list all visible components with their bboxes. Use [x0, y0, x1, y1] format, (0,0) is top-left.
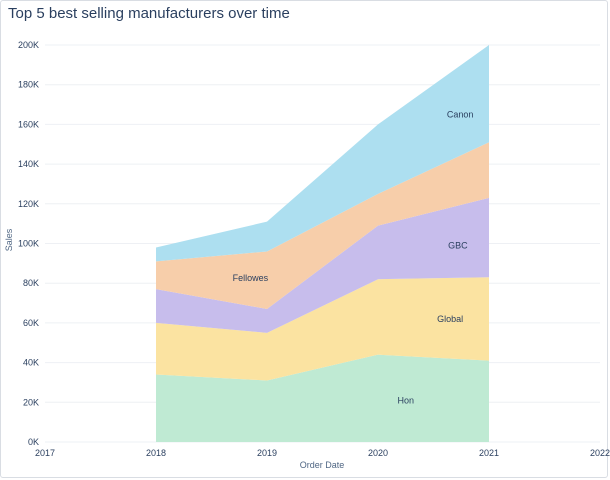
- y-tick-label: 180K: [18, 80, 39, 90]
- x-tick-label: 2017: [35, 448, 55, 458]
- x-axis-title: Order Date: [300, 460, 345, 470]
- chart-title: Top 5 best selling manufacturers over ti…: [8, 5, 290, 22]
- y-tick-label: 0K: [28, 437, 39, 447]
- area-fellowes[interactable]: [156, 142, 489, 310]
- series-label-fellowes: Fellowes: [233, 273, 269, 283]
- area-global[interactable]: [156, 277, 489, 381]
- y-tick-label: 60K: [23, 318, 39, 328]
- y-tick-label: 140K: [18, 159, 39, 169]
- x-tick-label: 2018: [146, 448, 166, 458]
- y-tick-label: 120K: [18, 199, 39, 209]
- x-tick-label: 2020: [368, 448, 388, 458]
- series-label-global: Global: [437, 314, 463, 324]
- y-tick-label: 100K: [18, 239, 39, 249]
- y-tick-label: 80K: [23, 278, 39, 288]
- area-canon[interactable]: [156, 45, 489, 262]
- areas: [156, 45, 489, 442]
- series-label-gbc: GBC: [448, 240, 468, 250]
- y-tick-label: 160K: [18, 119, 39, 129]
- x-tick-label: 2019: [257, 448, 277, 458]
- y-tick-label: 200K: [18, 40, 39, 50]
- series-labels: Hon Global GBC Fellowes Canon: [233, 109, 474, 405]
- x-axis-ticks: 2017 2018 2019 2020 2021 2022: [35, 448, 610, 458]
- x-tick-label: 2021: [479, 448, 499, 458]
- series-label-canon: Canon: [447, 109, 474, 119]
- y-tick-label: 40K: [23, 358, 39, 368]
- series-label-hon: Hon: [397, 395, 414, 405]
- x-tick-label: 2022: [590, 448, 610, 458]
- y-axis-title: Sales: [4, 228, 14, 251]
- y-tick-label: 20K: [23, 397, 39, 407]
- area-gbc[interactable]: [156, 197, 489, 333]
- y-axis-ticks: 0K 20K 40K 60K 80K 100K 120K 140K 160K 180K 200K: [18, 40, 39, 447]
- area-hon[interactable]: [156, 354, 489, 442]
